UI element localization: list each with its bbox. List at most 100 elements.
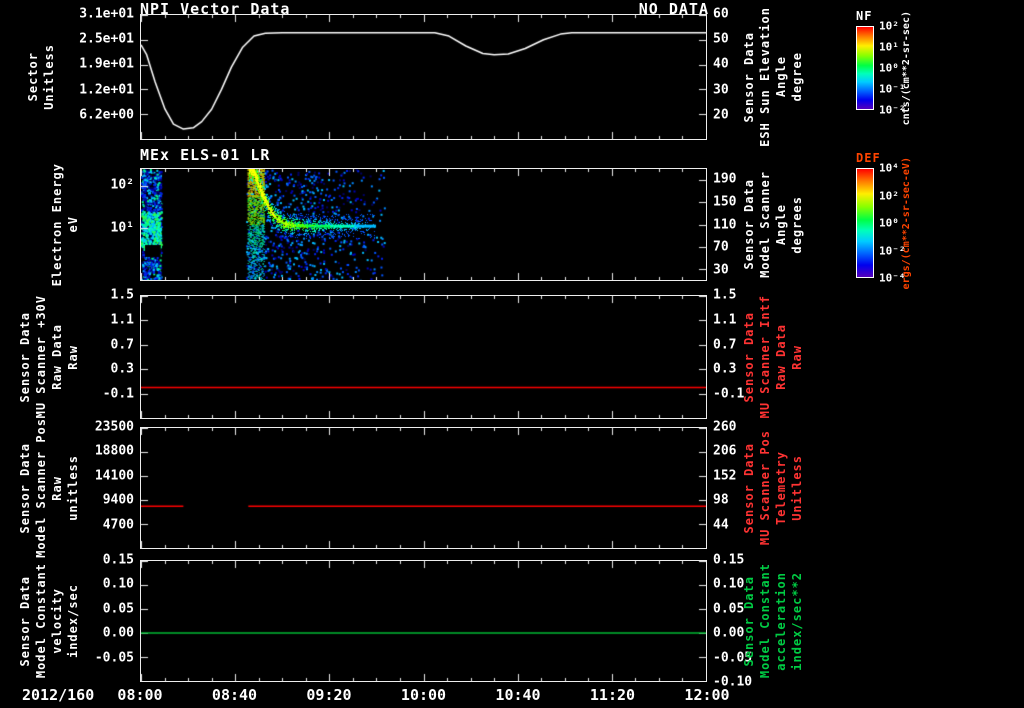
- colorbar-tick-label: 10⁻²: [879, 103, 906, 117]
- y-tick-label: 1.1: [713, 312, 737, 328]
- y-tick-label: 0.15: [102, 552, 134, 568]
- left-axis-label-model-scanner-pos: Sensor Data Model Scanner Pos Raw unitless: [18, 418, 80, 558]
- right-axis-label-mu-scanner-30v: Sensor Data MU Scanner Intf Raw Data Raw: [742, 295, 804, 419]
- plot-canvas-els-spectrogram: [141, 169, 706, 280]
- axis-label-line: Raw Data: [50, 324, 64, 390]
- y-tick-label: 152: [713, 468, 737, 484]
- colorbar-caption-def: ergs/(cm**2-sr-sec-eV): [898, 128, 914, 318]
- y-tick-label: 1.9e+01: [79, 56, 134, 72]
- axis-label-line: acceleration: [774, 571, 788, 671]
- panel1-title-row: NPI Vector Data NO DATA: [140, 0, 709, 18]
- plot-area-els-spectrogram: [140, 168, 707, 281]
- date-label: 2012/160: [22, 686, 95, 704]
- y-tick-label: 10²: [110, 177, 134, 193]
- plot-area-model-scanner-pos: [140, 427, 707, 549]
- y-tick-label: 1.1: [110, 312, 134, 328]
- y-tick-label: 0.00: [713, 625, 745, 641]
- colorbar-def: [856, 168, 874, 278]
- axis-label-line: Angle: [774, 56, 788, 98]
- colorbar-tick-label: 10²: [879, 189, 899, 202]
- colorbar-tick-label: 10¹: [879, 40, 899, 54]
- y-tick-label: -0.05: [94, 650, 134, 666]
- axis-label-line: degree: [790, 52, 804, 102]
- y-tick-label: 260: [713, 419, 737, 435]
- colorbar-nf: [856, 26, 874, 110]
- y-tick-label: 1.5: [713, 287, 737, 303]
- colorbar-caption-text: ergs/(cm**2-sr-sec-eV): [900, 156, 912, 290]
- axis-label-line: Model Constant: [34, 563, 48, 679]
- y-tick-label: 0.7: [713, 337, 737, 353]
- left-axis-label-els-spectrogram: Electron Energy eV: [50, 163, 80, 286]
- left-axis-label-model-constant-velocity: Sensor Data Model Constant velocity index/s…: [18, 560, 80, 682]
- y-tick-label: 40: [713, 56, 729, 72]
- axis-label-line: Model Scanner: [758, 171, 772, 278]
- y-tick-label: 1.2e+01: [79, 82, 134, 98]
- right-axis-label-model-scanner-pos: Sensor Data MU Scanner Pos Telemetry Unitle…: [742, 427, 804, 549]
- right-axis-label-els-spectrogram: Sensor Data Model Scanner Angle degrees: [742, 168, 804, 281]
- y-tick-label: 30: [713, 82, 729, 98]
- axis-label-line: MU Scanner Intf: [758, 295, 772, 419]
- y-tick-label: 60: [713, 6, 729, 22]
- colorbar-caption-text: cnts/(cm**2-sr-sec): [900, 10, 912, 126]
- y-tick-label: -0.10: [713, 674, 753, 690]
- panel2-title-row: MEx ELS-01 LR: [140, 146, 709, 164]
- axis-label-line: Telemetry: [774, 450, 788, 526]
- axis-label-line: unitless: [66, 455, 80, 521]
- left-axis-label-npi-vector: Sector Unitless: [26, 14, 56, 140]
- axis-label-line: index/sec: [66, 583, 80, 659]
- axis-label-line: Raw: [50, 475, 64, 501]
- y-tick-label: 0.3: [713, 361, 737, 377]
- y-tick-label: 110: [713, 217, 737, 232]
- axis-label-line: Unitless: [42, 44, 56, 110]
- y-tick-label: 0.15: [713, 552, 745, 568]
- x-axis-tick-label: 12:00: [684, 686, 730, 704]
- y-tick-label: 50: [713, 31, 729, 47]
- y-tick-label: 98: [713, 492, 729, 508]
- y-tick-label: 150: [713, 194, 737, 210]
- plot-area-npi-vector: [140, 14, 707, 140]
- axis-label-line: Sensor Data: [18, 311, 32, 403]
- y-tick-label: 206: [713, 443, 737, 459]
- axis-label-line: index/sec**2: [790, 571, 804, 671]
- plot-area-mu-scanner-30v: [140, 295, 707, 419]
- axis-label-line: Sensor Data: [742, 442, 756, 534]
- axis-label-line: Sensor Data: [742, 311, 756, 403]
- axis-label-line: eV: [66, 216, 80, 233]
- axis-label-line: Electron Energy: [50, 162, 64, 287]
- axis-label-line: Sensor Data: [742, 31, 756, 123]
- axis-label-line: Raw: [790, 344, 804, 370]
- colorbar-tick-label: 10⁴: [879, 161, 899, 175]
- axis-label-line: Sensor Data: [742, 575, 756, 667]
- axis-label-line: Sensor Data: [742, 179, 756, 270]
- colorbar-tick-label: 10⁰: [879, 216, 899, 230]
- axis-label-line: Model Constant: [758, 563, 772, 679]
- axis-label-line: degrees: [790, 195, 804, 254]
- plot-canvas-npi-vector: [141, 15, 706, 139]
- y-tick-label: 0.00: [102, 625, 134, 641]
- y-tick-label: 3.1e+01: [79, 6, 134, 22]
- y-tick-label: 2.5e+01: [79, 31, 134, 47]
- y-tick-label: 14100: [94, 468, 134, 484]
- axis-label-line: Sensor Data: [18, 575, 32, 667]
- y-tick-label: 0.05: [713, 601, 745, 617]
- axis-label-line: ESH Sun Elevation: [758, 7, 772, 147]
- y-tick-label: 9400: [102, 492, 134, 508]
- y-tick-label: 44: [713, 517, 729, 533]
- x-axis-tick-label: 09:20: [306, 686, 352, 704]
- y-tick-label: 20: [713, 107, 729, 123]
- y-tick-label: 0.3: [110, 361, 134, 377]
- colorbar-title-nf: NF: [856, 9, 873, 23]
- axis-label-line: Model Scanner Pos: [34, 418, 48, 558]
- plot-canvas-model-constant-velocity: [141, 561, 706, 681]
- y-tick-label: 23500: [94, 419, 134, 435]
- left-axis-label-mu-scanner-30v: Sensor Data MU Scanner +30V Raw Data Raw: [18, 295, 80, 419]
- y-tick-label: -0.05: [713, 650, 753, 666]
- y-tick-label: 6.2e+00: [79, 107, 134, 123]
- y-tick-label: 30: [713, 262, 729, 278]
- y-tick-label: 0.05: [102, 601, 134, 617]
- colorbar-tick-label: 10⁰: [879, 61, 899, 75]
- axis-label-line: Angle: [774, 203, 788, 246]
- y-tick-label: 0.7: [110, 337, 134, 353]
- x-axis-tick-label: 10:00: [400, 686, 447, 704]
